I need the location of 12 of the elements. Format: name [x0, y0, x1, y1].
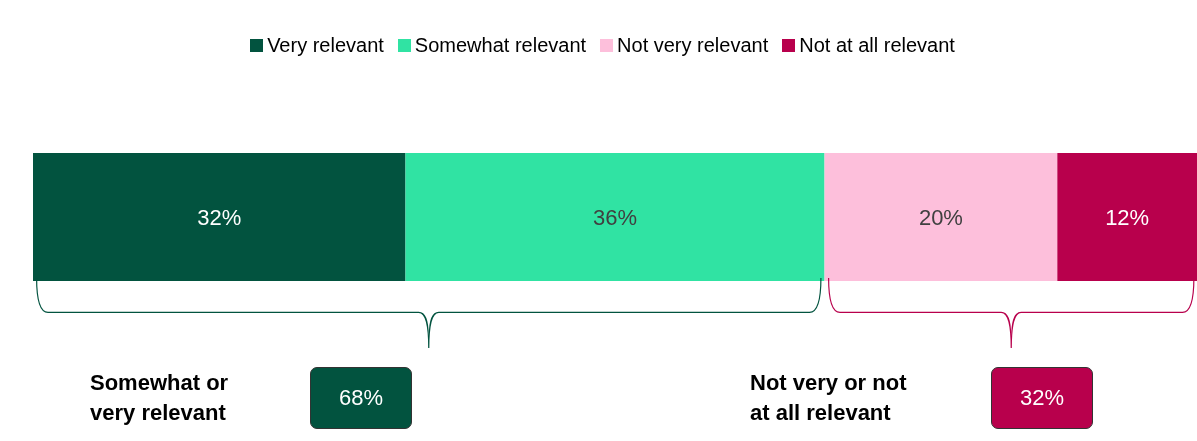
legend-label: Somewhat relevant	[413, 34, 587, 57]
legend-label: Not at all relevant	[798, 34, 955, 57]
text: 32%	[991, 367, 1093, 429]
data-label: 32%	[197, 204, 242, 230]
text: 68%	[310, 367, 412, 429]
data-label: 12%	[1105, 204, 1150, 230]
text: Not very or not at all relevant	[750, 369, 908, 427]
legend-label: Not very relevant	[616, 34, 769, 57]
data-label: 36%	[592, 204, 638, 230]
legend-label: Very relevant	[266, 34, 384, 57]
data-label: 20%	[918, 204, 963, 230]
text: Somewhat or very relevant	[90, 369, 230, 427]
